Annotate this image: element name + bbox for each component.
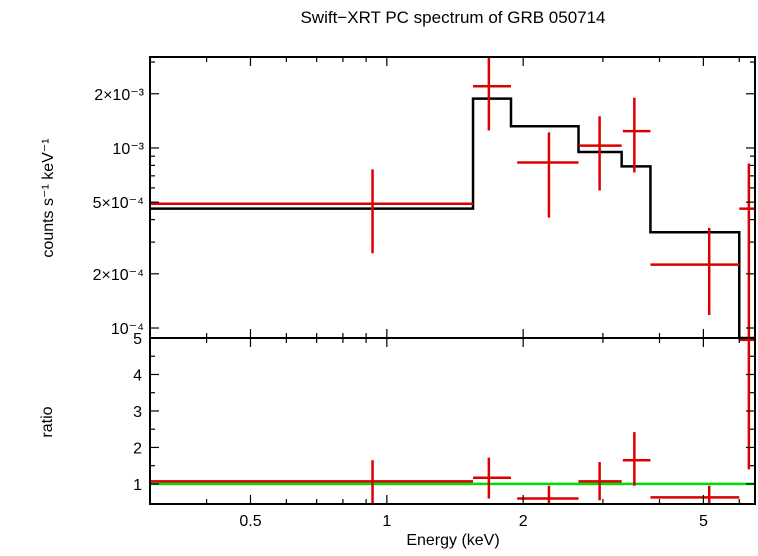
chart-title: Swift−XRT PC spectrum of GRB 050714 [300,8,606,27]
data-point [578,116,622,191]
y-tick-label: 10⁻³ [112,141,144,158]
data-point [517,132,579,218]
bottom-plot-frame [149,337,756,505]
top-panel: 10⁻⁴ 2×10⁻⁴ 5×10⁻⁴ 10⁻³ 2×10⁻³ [93,56,756,340]
y-tick-label: 1 [133,477,142,494]
x-tick-label: 2 [519,513,528,530]
data-point [473,57,511,131]
model-step-line [150,97,755,340]
ratio-point [517,485,579,504]
bottom-panel: 1 2 3 4 5 0.5 1 2 5 [133,331,756,530]
y-tick-label: 2×10⁻⁴ [93,267,144,284]
data-point [150,169,474,254]
y-tick-label: 2 [133,440,142,457]
y-tick-label: 5×10⁻⁴ [93,195,144,212]
y-tick-label: 10⁻⁴ [111,321,144,338]
ratio-point [473,457,511,499]
y-tick-label: 5 [133,331,142,348]
data-point [650,227,740,316]
x-tick-label: 1 [382,513,391,530]
ratio-point [150,460,474,504]
ratio-point [650,485,740,504]
data-point [739,163,755,338]
ratio-point [622,432,651,486]
data-point [622,97,651,173]
ratio-point [578,462,622,501]
x-axis-label: Energy (keV) [406,532,500,549]
ratio-point [739,338,755,470]
y-tick-label: 3 [133,404,142,421]
x-tick-label: 0.5 [239,513,261,530]
y-tick-label: 4 [133,367,142,384]
x-tick-label: 5 [699,513,708,530]
y-tick-label: 2×10⁻³ [94,87,144,104]
top-plot-frame [149,56,756,339]
